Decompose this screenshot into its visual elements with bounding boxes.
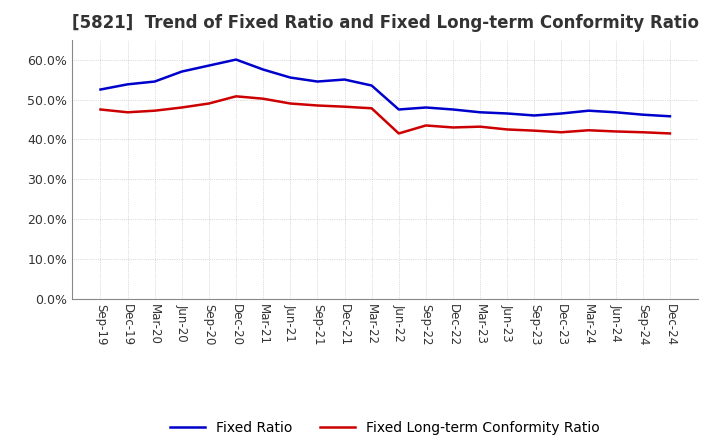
Fixed Ratio [449,107,457,112]
Fixed Ratio [259,67,268,72]
Fixed Long-term Conformity Ratio [584,128,593,133]
Fixed Ratio [476,110,485,115]
Fixed Ratio [123,82,132,87]
Fixed Ratio [232,57,240,62]
Fixed Ratio [557,111,566,116]
Legend: Fixed Ratio, Fixed Long-term Conformity Ratio: Fixed Ratio, Fixed Long-term Conformity … [165,415,606,440]
Fixed Long-term Conformity Ratio [449,125,457,130]
Fixed Long-term Conformity Ratio [341,104,349,109]
Fixed Long-term Conformity Ratio [150,108,159,114]
Fixed Long-term Conformity Ratio [503,127,511,132]
Fixed Long-term Conformity Ratio [639,130,647,135]
Fixed Long-term Conformity Ratio [96,107,105,112]
Fixed Ratio [341,77,349,82]
Fixed Long-term Conformity Ratio [665,131,674,136]
Fixed Long-term Conformity Ratio [232,94,240,99]
Fixed Long-term Conformity Ratio [557,130,566,135]
Fixed Ratio [367,83,376,88]
Fixed Ratio [530,113,539,118]
Fixed Long-term Conformity Ratio [204,101,213,106]
Fixed Ratio [150,79,159,84]
Fixed Ratio [204,63,213,68]
Fixed Long-term Conformity Ratio [530,128,539,133]
Fixed Ratio [665,114,674,119]
Line: Fixed Long-term Conformity Ratio: Fixed Long-term Conformity Ratio [101,96,670,133]
Fixed Long-term Conformity Ratio [286,101,294,106]
Fixed Ratio [639,112,647,117]
Fixed Ratio [395,107,403,112]
Fixed Long-term Conformity Ratio [476,124,485,129]
Fixed Ratio [611,110,620,115]
Fixed Long-term Conformity Ratio [395,131,403,136]
Fixed Long-term Conformity Ratio [313,103,322,108]
Fixed Ratio [286,75,294,80]
Fixed Ratio [503,111,511,116]
Title: [5821]  Trend of Fixed Ratio and Fixed Long-term Conformity Ratio: [5821] Trend of Fixed Ratio and Fixed Lo… [72,15,698,33]
Fixed Ratio [584,108,593,114]
Fixed Long-term Conformity Ratio [367,106,376,111]
Fixed Long-term Conformity Ratio [178,105,186,110]
Fixed Long-term Conformity Ratio [421,123,430,128]
Fixed Ratio [96,87,105,92]
Fixed Ratio [421,105,430,110]
Fixed Long-term Conformity Ratio [123,110,132,115]
Fixed Ratio [178,69,186,74]
Fixed Ratio [313,79,322,84]
Fixed Long-term Conformity Ratio [259,96,268,101]
Fixed Long-term Conformity Ratio [611,129,620,134]
Line: Fixed Ratio: Fixed Ratio [101,59,670,116]
